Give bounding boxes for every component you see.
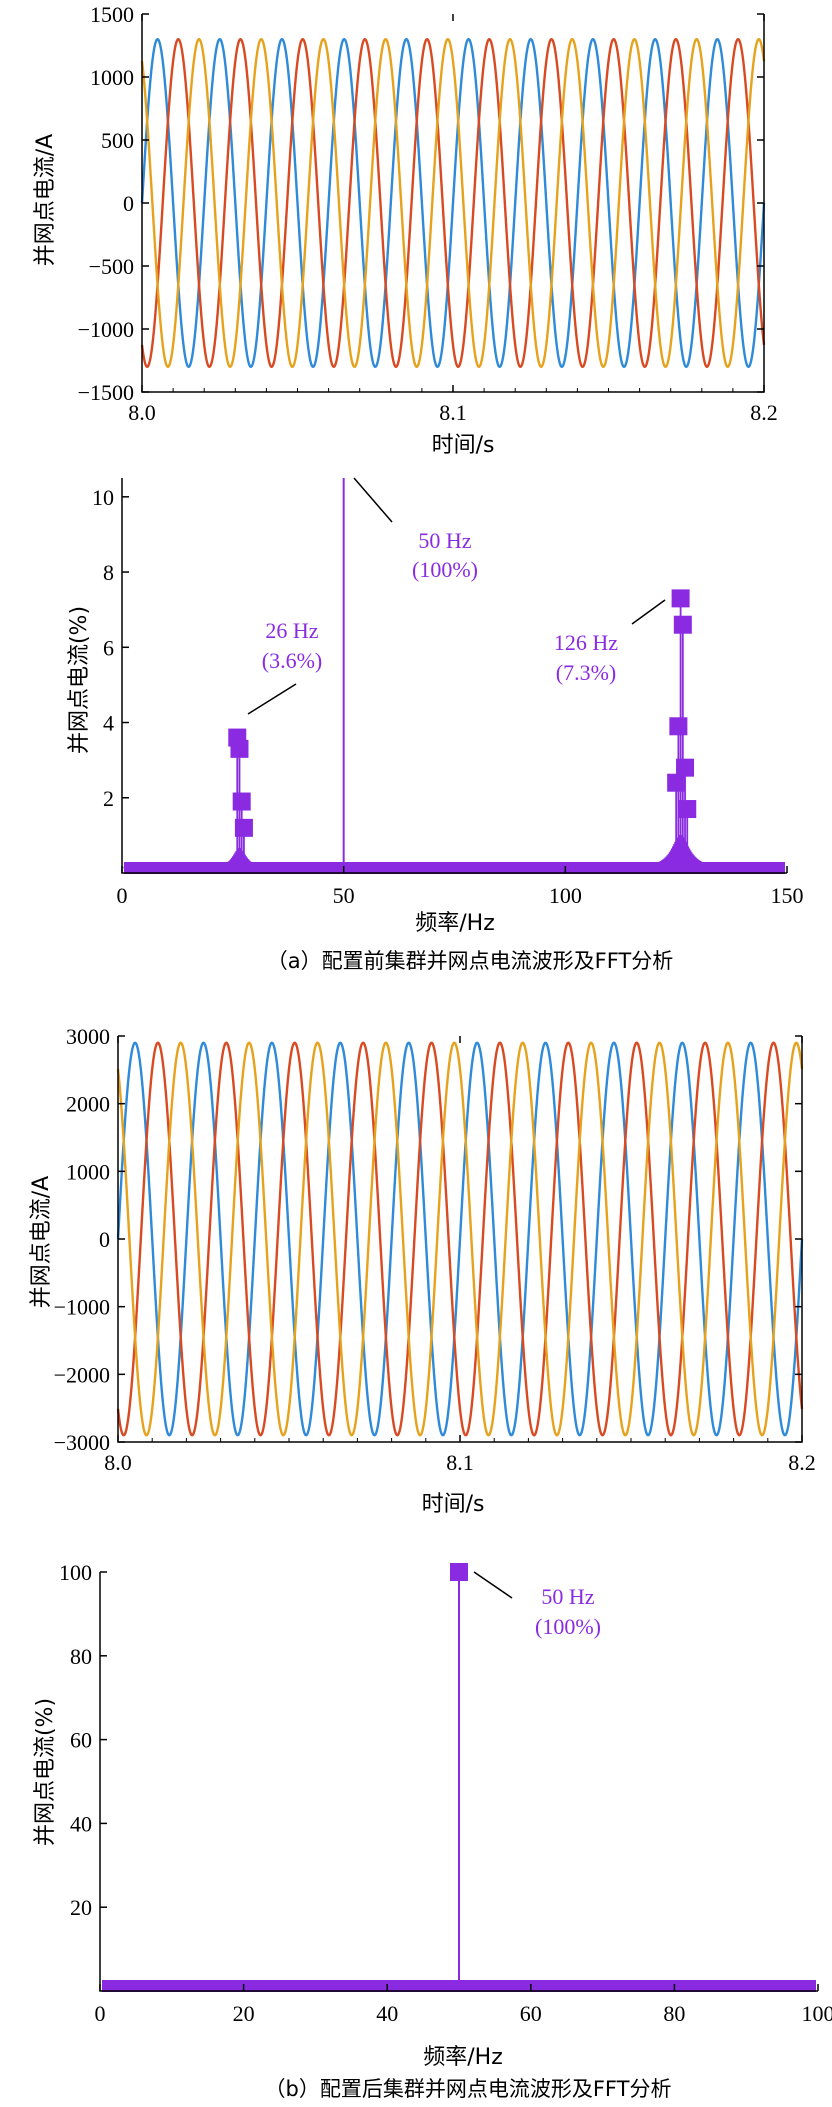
phase-a-line	[140, 37, 766, 369]
waveform-after-xticks: 8.0 8.1 8.2	[104, 1036, 816, 1475]
ytick-label: 60	[70, 1728, 92, 1753]
ytick-label: 1000	[66, 1159, 110, 1184]
spectrum-baseline	[102, 1980, 816, 1992]
ytick-label: 4	[103, 711, 114, 736]
xtick-label: 0	[95, 2001, 106, 2026]
waveform-before-chart: 1500 1000 500 0 −500 −1000 −1500 8.0 8.1 8.2 时间/…	[33, 2, 778, 458]
ytick-label: 2	[103, 786, 114, 811]
phase-b-line	[116, 1041, 804, 1437]
waveform-before-series	[140, 37, 766, 369]
fft-after-xlabel: 频率/Hz	[423, 2045, 503, 2070]
xtick-label: 0	[117, 883, 128, 908]
harmonic-marker	[230, 739, 249, 758]
waveform-after-series	[116, 1041, 804, 1437]
fft-before-yticks: 10 8 6 4 2	[92, 485, 129, 811]
harmonic-marker	[673, 615, 692, 634]
annotation-126hz-value: (7.3%)	[556, 660, 616, 685]
xtick-label: 100	[802, 2001, 832, 2026]
ytick-label: 8	[103, 560, 114, 585]
xtick-label: 8.0	[128, 400, 156, 425]
annotation-50hz-value: (100%)	[412, 557, 478, 582]
ytick-label: −1000	[54, 1295, 110, 1320]
annotation-26hz-label: 26 Hz	[265, 618, 318, 643]
fft-after-xticks: 0 20 40 60 80 100	[95, 1984, 832, 2026]
xtick-label: 8.1	[439, 400, 467, 425]
annotation-50hz-after-label: 50 Hz	[541, 1584, 594, 1609]
fft-before-chart: 10 8 6 4 2 0 50 100 150 50 Hz (100%) 26 Hz (3.6…	[67, 477, 804, 973]
ytick-label: −500	[89, 254, 134, 279]
ytick-label: 6	[103, 635, 114, 660]
xtick-label: 150	[771, 883, 804, 908]
ytick-label: −1000	[78, 317, 134, 342]
fft-before-xticks: 0 50 100 150	[117, 866, 804, 908]
harmonic-marker	[676, 758, 695, 777]
waveform-after-xlabel: 时间/s	[422, 1492, 485, 1517]
ytick-label: −3000	[54, 1430, 110, 1455]
xtick-label: 40	[376, 2001, 398, 2026]
phase-b-line	[140, 37, 766, 369]
harmonic-marker	[678, 800, 697, 819]
fft-before-ylabel: 并网点电流(%)	[67, 606, 92, 754]
ytick-label: 1000	[90, 65, 134, 90]
ytick-label: 80	[70, 1644, 92, 1669]
fft-before-markers	[228, 589, 697, 837]
caption-b: （b）配置后集群并网点电流波形及FFT分析	[265, 2077, 672, 2101]
harmonic-marker	[667, 773, 686, 792]
annotation-leader-26hz	[247, 683, 297, 715]
ytick-label: 100	[59, 1560, 92, 1585]
ytick-label: 2000	[66, 1092, 110, 1117]
xtick-label: 20	[233, 2001, 255, 2026]
ytick-label: 1500	[90, 2, 134, 27]
fft-after-ylabel: 并网点电流(%)	[33, 1698, 58, 1846]
annotation-126hz-label: 126 Hz	[554, 630, 618, 655]
annotation-leader-50hz	[353, 477, 393, 523]
xtick-label: 100	[549, 883, 582, 908]
harmonic-marker	[671, 589, 690, 608]
xtick-label: 60	[520, 2001, 542, 2026]
fundamental-marker	[450, 1563, 468, 1581]
waveform-after-ylabel: 并网点电流/A	[29, 1176, 54, 1308]
fft-after-yticks: 100 80 60 40 20	[59, 1560, 107, 1920]
fft-before-xlabel: 频率/Hz	[415, 911, 495, 936]
annotation-50hz-after-value: (100%)	[535, 1614, 601, 1639]
xtick-label: 50	[333, 883, 355, 908]
phase-a-line	[116, 1041, 804, 1437]
annotation-26hz-value: (3.6%)	[262, 648, 322, 673]
xtick-label: 8.2	[750, 400, 778, 425]
waveform-before-xlabel: 时间/s	[432, 433, 495, 458]
fft-after-markers	[450, 1563, 468, 1581]
ytick-label: 3000	[66, 1024, 110, 1049]
annotation-leader-50hz-after	[473, 1571, 513, 1599]
ytick-label: 0	[123, 191, 134, 216]
xtick-label: 80	[663, 2001, 685, 2026]
waveform-before-yticks: 1500 1000 500 0 −500 −1000 −1500	[78, 2, 764, 405]
spectrum-baseline	[124, 862, 785, 874]
xtick-label: 8.1	[446, 1450, 474, 1475]
ytick-label: 10	[92, 485, 114, 510]
phase-c-line	[116, 1041, 804, 1437]
fft-after-bars	[102, 1572, 816, 1992]
waveform-after-chart: 3000 2000 1000 0 −1000 −2000 −3000 8.0 8.1 8.2 时…	[29, 1024, 816, 1517]
harmonic-marker	[669, 717, 688, 736]
ytick-label: 500	[101, 128, 134, 153]
fft-before-bars	[123, 478, 785, 874]
fft-after-chart: 100 80 60 40 20 0 20 40 60 80 100 50 Hz (100%) 频率…	[33, 1560, 832, 2101]
waveform-before-xticks: 8.0 8.1 8.2	[128, 14, 778, 425]
annotation-leader-126hz	[631, 599, 666, 625]
caption-a: （a）配置前集群并网点电流波形及FFT分析	[267, 949, 673, 973]
ytick-label: 0	[99, 1227, 110, 1252]
ytick-label: 40	[70, 1811, 92, 1836]
ytick-label: −1500	[78, 380, 134, 405]
annotation-50hz-label: 50 Hz	[418, 528, 471, 553]
xtick-label: 8.0	[104, 1450, 132, 1475]
harmonic-marker	[232, 792, 251, 811]
ytick-label: 20	[70, 1895, 92, 1920]
ytick-label: −2000	[54, 1362, 110, 1387]
xtick-label: 8.2	[788, 1450, 816, 1475]
phase-c-line	[140, 37, 766, 369]
harmonic-marker	[234, 818, 253, 837]
waveform-before-ylabel: 并网点电流/A	[33, 134, 58, 266]
waveform-after-yticks: 3000 2000 1000 0 −1000 −2000 −3000	[54, 1024, 802, 1455]
